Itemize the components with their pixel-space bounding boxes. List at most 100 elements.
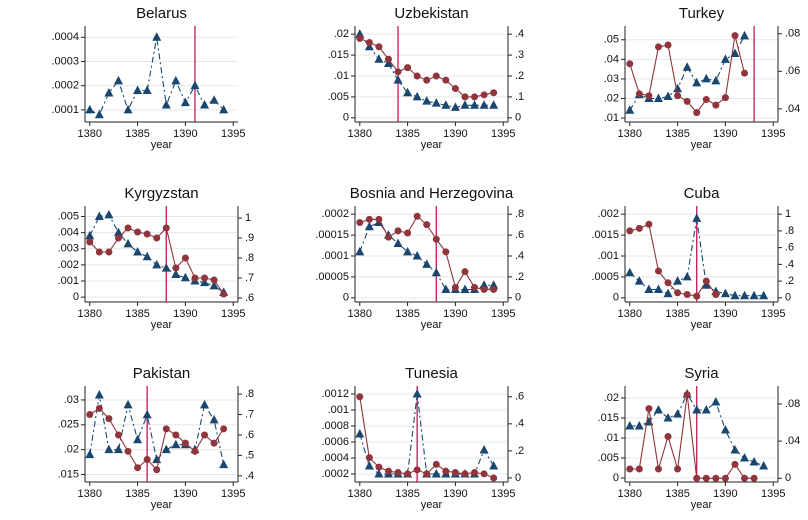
- data-point: [663, 91, 673, 101]
- data-point: [635, 224, 643, 232]
- y-tick-label: .0004: [51, 31, 79, 43]
- data-point: [422, 96, 432, 105]
- x-tick-label: 1390: [173, 488, 197, 500]
- x-tick-label: 1385: [125, 488, 149, 500]
- data-point: [142, 85, 152, 95]
- data-point: [432, 235, 440, 243]
- x-tick-label: 1380: [348, 488, 372, 500]
- y-tick-label: .025: [58, 419, 79, 431]
- y-tick-label: .005: [598, 452, 619, 464]
- data-point: [124, 447, 132, 455]
- y2-tick-label: .08: [785, 398, 800, 410]
- panel-title: Uzbekistan: [394, 5, 468, 22]
- data-point: [730, 445, 740, 454]
- data-point: [171, 75, 181, 85]
- x-tick-label: 1380: [78, 308, 102, 320]
- y-tick-label: .004: [58, 227, 79, 239]
- y-tick-label: 0: [613, 292, 619, 304]
- y-tick-label: 0: [73, 291, 79, 303]
- y2-tick-label: .08: [785, 28, 800, 40]
- data-point: [721, 474, 729, 482]
- data-point: [479, 100, 489, 109]
- data-point: [712, 474, 720, 482]
- y-tick-label: .015: [328, 49, 349, 61]
- y-tick-label: .0004: [321, 452, 349, 464]
- data-point: [645, 92, 653, 100]
- data-point: [180, 272, 190, 282]
- data-point: [720, 288, 730, 298]
- data-point: [451, 85, 459, 93]
- data-point: [105, 248, 113, 256]
- x-tick-label: 1380: [78, 128, 102, 140]
- data-point: [200, 100, 210, 109]
- data-point: [220, 290, 228, 298]
- data-point: [626, 227, 634, 235]
- data-point: [749, 290, 759, 300]
- data-point: [664, 279, 672, 287]
- y2-tick-label: 1: [245, 212, 251, 224]
- x-tick-label: 1380: [618, 128, 642, 140]
- y2-tick-label: .2: [515, 445, 524, 457]
- panel-title: Belarus: [136, 5, 187, 22]
- y2-tick-label: .4: [515, 418, 524, 430]
- y2-tick-label: .6: [245, 292, 254, 304]
- x-tick-label: 1385: [395, 128, 419, 140]
- y-tick-label: .005: [58, 210, 79, 222]
- x-tick-label: 1390: [713, 308, 737, 320]
- data-point: [625, 421, 635, 430]
- data-point: [200, 399, 210, 409]
- data-point: [664, 41, 672, 49]
- data-point: [172, 264, 180, 272]
- data-point: [133, 246, 143, 256]
- y-tick-label: .01: [334, 70, 349, 82]
- data-point: [432, 460, 440, 468]
- data-point: [460, 284, 470, 293]
- series-line: [359, 33, 494, 108]
- data-point: [692, 77, 702, 87]
- data-point: [740, 453, 750, 462]
- data-point: [663, 288, 673, 298]
- data-point: [105, 415, 113, 423]
- data-point: [490, 474, 498, 482]
- data-point: [654, 465, 662, 473]
- data-point: [113, 227, 123, 237]
- y-tick-label: .0002: [321, 468, 349, 480]
- data-point: [85, 230, 95, 240]
- y-tick-label: .0008: [321, 420, 349, 432]
- data-point: [461, 470, 469, 478]
- y2-tick-label: .7: [245, 408, 254, 420]
- data-point: [393, 75, 403, 84]
- y2-tick-label: .06: [785, 65, 800, 77]
- y-tick-label: .03: [604, 73, 619, 85]
- data-point: [209, 414, 219, 424]
- data-point: [702, 95, 710, 103]
- y2-tick-label: .8: [515, 208, 524, 220]
- panel-title: Bosnia and Herzegovina: [350, 185, 514, 202]
- data-point: [133, 434, 143, 444]
- x-axis-label: year: [151, 499, 173, 511]
- x-tick-label: 1380: [348, 308, 372, 320]
- data-point: [219, 104, 229, 114]
- data-point: [471, 469, 479, 477]
- y-tick-label: .02: [64, 444, 79, 456]
- data-point: [161, 444, 171, 454]
- data-point: [142, 251, 152, 261]
- y-tick-label: .001: [58, 275, 79, 287]
- data-point: [85, 449, 95, 459]
- y2-tick-label: .6: [515, 391, 524, 403]
- x-axis-label: year: [421, 499, 443, 511]
- y-tick-label: 0: [343, 112, 349, 124]
- data-point: [460, 100, 470, 109]
- data-point: [200, 277, 210, 287]
- data-point: [393, 238, 403, 247]
- data-point: [123, 399, 133, 409]
- y2-tick-label: .4: [515, 250, 524, 262]
- y-tick-label: .02: [334, 28, 349, 40]
- data-point: [480, 91, 488, 99]
- data-point: [654, 267, 662, 275]
- data-point: [153, 234, 161, 242]
- data-point: [674, 465, 682, 473]
- data-point: [740, 290, 750, 300]
- data-point: [721, 94, 729, 102]
